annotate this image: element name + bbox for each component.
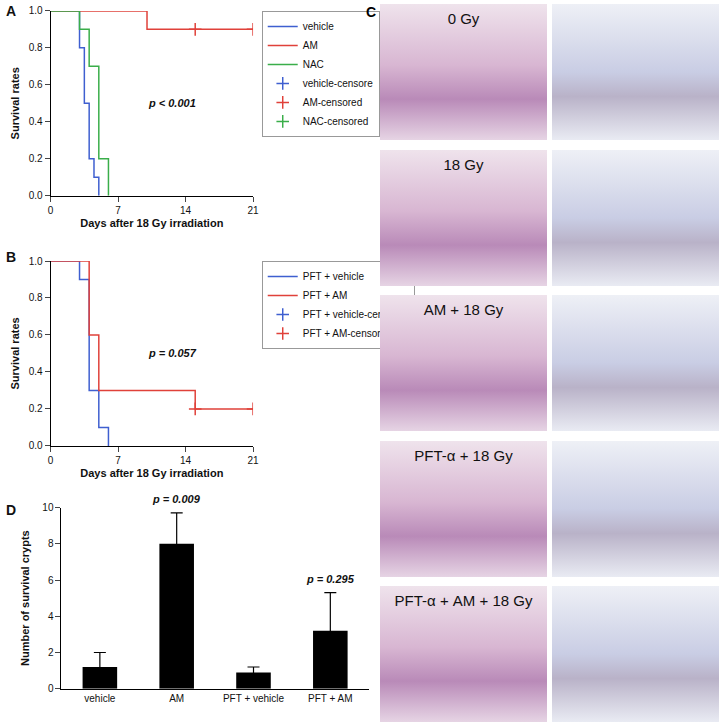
- svg-text:0.4: 0.4: [29, 366, 43, 377]
- svg-text:8: 8: [48, 538, 54, 549]
- svg-text:p = 0.057: p = 0.057: [148, 347, 197, 359]
- svg-text:A: A: [6, 3, 16, 19]
- svg-text:vehicle-censore: vehicle-censore: [303, 78, 373, 89]
- svg-text:0.6: 0.6: [29, 79, 43, 90]
- svg-text:B: B: [6, 249, 16, 265]
- svg-text:0.2: 0.2: [29, 153, 43, 164]
- svg-text:AM: AM: [169, 693, 184, 704]
- svg-text:p = 0.009: p = 0.009: [152, 493, 201, 505]
- svg-text:0: 0: [48, 205, 54, 216]
- svg-text:7: 7: [115, 205, 121, 216]
- svg-text:0: 0: [48, 683, 54, 694]
- svg-text:NAC-censored: NAC-censored: [303, 116, 369, 127]
- svg-text:vehicle: vehicle: [84, 693, 116, 704]
- svg-text:0.2: 0.2: [29, 403, 43, 414]
- svg-text:PFT + vehicle: PFT + vehicle: [303, 271, 365, 282]
- html-text:AM + 18 Gy: AM + 18 Gy: [423, 301, 504, 318]
- svg-text:14: 14: [180, 455, 192, 466]
- svg-text:D: D: [6, 502, 16, 518]
- svg-text:PFT + vehicle: PFT + vehicle: [223, 693, 285, 704]
- svg-text:21: 21: [247, 205, 259, 216]
- svg-text:21: 21: [247, 455, 259, 466]
- svg-text:1.0: 1.0: [29, 256, 43, 267]
- svg-text:PFT + AM-censored: PFT + AM-censored: [303, 328, 392, 339]
- svg-text:AM: AM: [303, 40, 318, 51]
- html-text:C: C: [366, 4, 377, 20]
- svg-text:0.6: 0.6: [29, 329, 43, 340]
- svg-text:10: 10: [42, 502, 54, 513]
- svg-text:Number of survival crypts: Number of survival crypts: [19, 530, 31, 666]
- svg-text:0.8: 0.8: [29, 42, 43, 53]
- svg-text:p < 0.001: p < 0.001: [148, 97, 196, 109]
- html-text:18 Gy: 18 Gy: [443, 155, 484, 173]
- svg-text:0.0: 0.0: [29, 190, 43, 201]
- svg-text:NAC: NAC: [303, 59, 324, 70]
- html-text:0 Gy: 0 Gy: [447, 10, 480, 27]
- svg-text:vehicle: vehicle: [303, 21, 335, 32]
- svg-text:Days after 18 Gy irradiation: Days after 18 Gy irradiation: [80, 217, 223, 229]
- svg-text:Survival rates: Survival rates: [9, 317, 21, 389]
- svg-text:1.0: 1.0: [29, 5, 43, 16]
- svg-text:PFT + AM: PFT + AM: [303, 290, 348, 301]
- svg-text:PFT + vehicle-censored: PFT + vehicle-censored: [302, 309, 409, 321]
- svg-text:0.4: 0.4: [29, 116, 43, 127]
- svg-text:4: 4: [48, 611, 54, 622]
- svg-text:0.0: 0.0: [29, 440, 43, 451]
- html-text:PFT-α + AM + 18 Gy: PFT-α + AM + 18 Gy: [394, 592, 533, 609]
- svg-text:p = 0.295: p = 0.295: [306, 573, 355, 585]
- svg-text:2: 2: [48, 647, 54, 658]
- svg-text:Survival rates: Survival rates: [9, 67, 21, 139]
- svg-text:14: 14: [180, 205, 192, 216]
- svg-text:PFT + AM: PFT + AM: [308, 693, 353, 704]
- svg-text:6: 6: [48, 575, 54, 586]
- svg-text:AM-censored: AM-censored: [303, 97, 362, 108]
- svg-text:Days after 18 Gy irradiation: Days after 18 Gy irradiation: [80, 467, 223, 479]
- svg-text:0: 0: [48, 455, 54, 466]
- svg-text:7: 7: [115, 455, 121, 466]
- html-text:PFT-α + 18 Gy: PFT-α + 18 Gy: [414, 446, 513, 464]
- svg-text:0.8: 0.8: [29, 292, 43, 303]
